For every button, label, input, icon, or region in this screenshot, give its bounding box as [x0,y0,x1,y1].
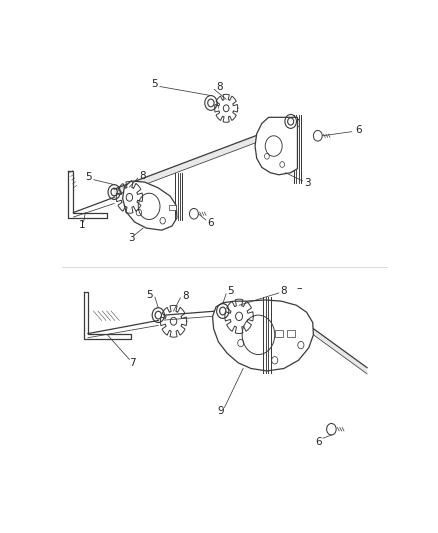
Text: 5: 5 [152,79,158,90]
FancyBboxPatch shape [276,330,283,337]
Text: 6: 6 [315,437,322,447]
Text: 5: 5 [85,172,92,182]
Polygon shape [212,300,314,371]
Text: 7: 7 [130,358,136,368]
Text: 3: 3 [304,178,311,188]
Text: 6: 6 [355,125,362,135]
FancyBboxPatch shape [170,205,176,211]
Text: 1: 1 [79,220,86,230]
Text: –: – [297,282,302,293]
Text: 8: 8 [182,291,189,301]
Text: 3: 3 [128,233,134,243]
Text: 5: 5 [146,289,153,300]
Text: 8: 8 [139,171,146,181]
FancyBboxPatch shape [287,330,295,337]
Polygon shape [255,117,297,175]
Text: 8: 8 [216,83,223,92]
Polygon shape [123,181,177,230]
Text: 8: 8 [281,286,287,296]
Text: 9: 9 [217,406,224,416]
Text: 5: 5 [227,286,234,296]
Polygon shape [114,119,299,196]
Polygon shape [314,329,367,374]
Text: 6: 6 [208,218,214,228]
